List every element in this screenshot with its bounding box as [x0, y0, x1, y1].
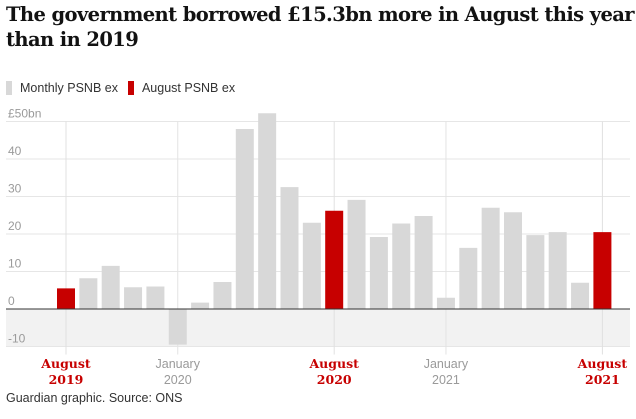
x-tick-label: 2019 [49, 372, 84, 387]
bar-monthly [347, 199, 366, 309]
x-tick-label: 2020 [317, 372, 352, 387]
x-tick-label: August [577, 356, 628, 371]
x-tick-label: January [156, 357, 201, 371]
legend-swatch-august [127, 81, 134, 95]
bar-monthly [79, 278, 98, 309]
x-tick-label: 2020 [164, 373, 192, 387]
x-tick-label: 2021 [585, 372, 620, 387]
y-tick-label: -10 [8, 332, 26, 346]
bar-monthly [504, 212, 522, 309]
x-tick-label: August [308, 356, 359, 371]
bar-monthly [235, 129, 254, 309]
chart-legend: Monthly PSNB ex August PSNB ex [6, 80, 245, 96]
bar-monthly [168, 309, 187, 345]
bar-monthly [459, 247, 478, 309]
bar-monthly [101, 265, 120, 309]
legend-label-monthly: Monthly PSNB ex [20, 81, 118, 95]
bar-monthly [369, 237, 388, 309]
bar-monthly [191, 302, 210, 309]
legend-item-monthly: Monthly PSNB ex [6, 81, 118, 95]
bar-monthly [302, 222, 321, 309]
bar-monthly [414, 216, 433, 309]
source-note: Guardian graphic. Source: ONS [6, 391, 183, 405]
y-tick-label: 0 [8, 294, 15, 308]
x-tick-label: January [424, 357, 469, 371]
bar-monthly [571, 282, 590, 309]
legend-swatch-monthly [6, 81, 12, 95]
y-tick-label: 40 [8, 144, 22, 158]
bar-monthly [213, 282, 232, 309]
chart-title: The government borrowed £15.3bn more in … [6, 3, 635, 51]
legend-label-august: August PSNB ex [141, 81, 236, 95]
x-tick-label: August [40, 356, 91, 371]
bar-monthly [280, 187, 299, 309]
bar-monthly [124, 287, 143, 309]
y-tick-label: 10 [8, 257, 22, 271]
y-tick-label: 30 [8, 182, 22, 196]
bar-monthly [548, 232, 567, 309]
y-tick-label: £50bn [8, 107, 41, 121]
bar-august [593, 232, 612, 309]
bar-august [325, 210, 344, 309]
x-tick-label: 2021 [432, 373, 460, 387]
bar-monthly [526, 235, 545, 309]
bar-august [57, 288, 75, 309]
bar-monthly [258, 113, 277, 309]
bar-monthly [436, 297, 455, 309]
y-tick-label: 20 [8, 219, 22, 233]
legend-item-august: August PSNB ex [127, 81, 236, 95]
bar-monthly [392, 223, 411, 309]
bar-monthly [146, 286, 165, 309]
bar-monthly [481, 207, 500, 309]
negative-region [6, 309, 630, 347]
